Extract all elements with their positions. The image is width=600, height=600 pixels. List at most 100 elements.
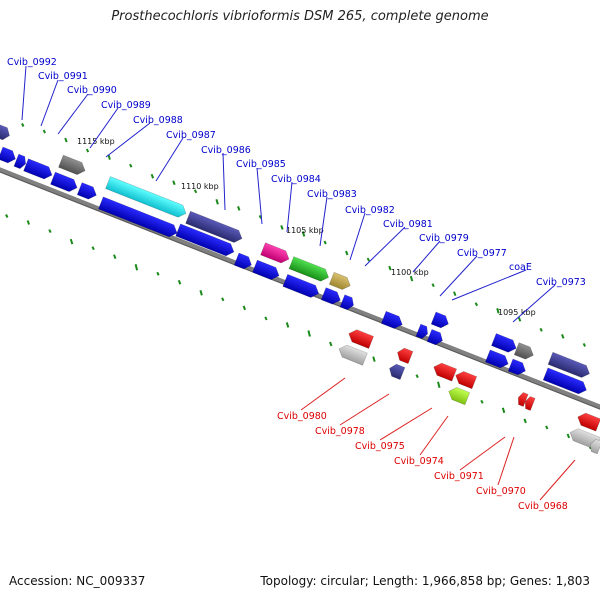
leader-line-top-1 bbox=[40, 79, 59, 127]
gene-lightgray-c bbox=[590, 439, 600, 455]
gene-blue-l bbox=[339, 294, 354, 311]
gene-label-cvib-0985: Cvib_0985 bbox=[236, 159, 286, 170]
gene-label-cvib-0987: Cvib_0987 bbox=[166, 130, 216, 141]
gene-blue-h bbox=[233, 252, 252, 270]
gene-khaki bbox=[328, 271, 351, 290]
gc-content-marks bbox=[5, 123, 592, 450]
gene-green bbox=[288, 256, 329, 282]
tick-label-3: 1100 kbp bbox=[391, 268, 429, 277]
gene-label-cvib-0988: Cvib_0988 bbox=[133, 115, 183, 126]
leader-line-top-9 bbox=[319, 196, 328, 247]
gene-label-cvib-0983: Cvib_0983 bbox=[307, 189, 357, 200]
leader-line-top-6 bbox=[222, 152, 226, 211]
tick-label-4: 1095 kbp bbox=[498, 308, 536, 317]
gc-mark-26 bbox=[566, 433, 571, 439]
gc-mark-7 bbox=[156, 271, 160, 276]
accession-text: Accession: NC_009337 bbox=[9, 574, 146, 588]
gene-red-g bbox=[577, 412, 600, 432]
leader-line-top-2 bbox=[57, 93, 89, 135]
gc-mark-30 bbox=[64, 137, 68, 143]
gene-blue-p bbox=[426, 328, 443, 346]
gc-mark-34 bbox=[150, 173, 155, 179]
gc-mark-38 bbox=[237, 206, 241, 211]
gc-mark-53 bbox=[561, 334, 565, 339]
gene-navy-a bbox=[185, 210, 243, 243]
gene-label-cvib-0975: Cvib_0975 bbox=[355, 441, 405, 452]
gene-blue-k bbox=[320, 287, 341, 305]
gene-blue-r bbox=[484, 349, 509, 369]
gc-mark-6 bbox=[134, 263, 139, 271]
gene-labels: Cvib_0992 Cvib_0991 Cvib_0990 Cvib_0989 Cvib… bbox=[7, 57, 586, 512]
gc-mark-36 bbox=[193, 189, 198, 194]
genome-stats-text: Topology: circular; Length: 1,966,858 bp… bbox=[260, 574, 590, 588]
position-ticks: 1115 kbp 1110 kbp 1105 kbp 1100 kbp 1095 kbp bbox=[77, 137, 536, 317]
gene-red-d bbox=[455, 371, 478, 390]
gene-cyan bbox=[105, 176, 187, 218]
gc-mark-49 bbox=[474, 302, 478, 307]
gene-blue-s bbox=[507, 358, 526, 376]
gene-label-cvib-0973: Cvib_0973 bbox=[536, 277, 586, 288]
leader-line-top-11 bbox=[364, 226, 406, 267]
gene-label-cvib-0980: Cvib_0980 bbox=[277, 411, 327, 422]
gene-lightgray-a bbox=[338, 344, 368, 366]
gene-navy-c bbox=[389, 363, 406, 381]
gene-label-cvib-0968: Cvib_0968 bbox=[518, 501, 568, 512]
gc-mark-10 bbox=[221, 297, 225, 302]
gene-blue-a bbox=[0, 146, 16, 164]
gc-mark-41 bbox=[301, 231, 306, 237]
gc-mark-54 bbox=[582, 342, 586, 347]
gene-gray-b bbox=[513, 342, 534, 360]
gc-mark-11 bbox=[242, 305, 247, 311]
gene-label-cvib-0991: Cvib_0991 bbox=[38, 71, 88, 82]
tick-label-1: 1110 kbp bbox=[181, 182, 219, 191]
gc-mark-15 bbox=[329, 341, 333, 347]
gc-mark-28 bbox=[21, 123, 25, 127]
gc-mark-1 bbox=[26, 220, 31, 225]
leader-line-top-0 bbox=[21, 65, 27, 121]
gc-mark-5 bbox=[113, 254, 117, 260]
gc-mark-40 bbox=[280, 225, 284, 230]
gc-mark-48 bbox=[453, 291, 457, 297]
leader-line-bottom-5 bbox=[497, 436, 515, 486]
gene-label-cvib-0986: Cvib_0986 bbox=[201, 145, 251, 156]
gc-mark-14 bbox=[307, 330, 311, 337]
gc-mark-31 bbox=[85, 148, 90, 153]
leader-line-top-14 bbox=[451, 269, 527, 301]
gene-label-cvib-0977: Cvib_0977 bbox=[457, 248, 507, 259]
leader-line-top-10 bbox=[349, 212, 366, 261]
gene-blue-m bbox=[380, 310, 403, 329]
gene-red-c bbox=[433, 362, 458, 382]
gc-mark-2 bbox=[48, 229, 52, 234]
gene-blue-t bbox=[542, 367, 587, 395]
gene-blue-q bbox=[491, 333, 517, 353]
gene-label-cvib-0989: Cvib_0989 bbox=[101, 100, 151, 111]
gc-mark-51 bbox=[517, 316, 522, 322]
gc-mark-52 bbox=[539, 327, 543, 332]
gene-navy-edge bbox=[0, 123, 10, 141]
gene-label-coae: coaE bbox=[509, 262, 532, 273]
gene-red-b bbox=[397, 347, 414, 365]
gene-label-cvib-0970: Cvib_0970 bbox=[476, 486, 526, 497]
leader-line-top-5 bbox=[155, 137, 184, 182]
gc-mark-29 bbox=[42, 129, 46, 134]
gc-mark-35 bbox=[172, 180, 176, 186]
leader-line-bottom-6 bbox=[539, 459, 576, 501]
leader-line-top-4 bbox=[105, 122, 151, 158]
tick-label-2: 1105 kbp bbox=[286, 226, 324, 235]
gene-navy-b bbox=[547, 351, 590, 378]
gene-blue-i bbox=[252, 259, 280, 280]
gene-label-cvib-0982: Cvib_0982 bbox=[345, 205, 395, 216]
leader-line-bottom-1 bbox=[339, 393, 390, 426]
gene-label-cvib-0978: Cvib_0978 bbox=[315, 426, 365, 437]
gene-gray-a bbox=[58, 154, 86, 175]
gc-mark-39 bbox=[258, 214, 262, 219]
leader-line-top-15 bbox=[512, 284, 556, 323]
gc-mark-46 bbox=[409, 275, 414, 282]
tick-label-0: 1115 kbp bbox=[77, 137, 115, 146]
gene-blue-c bbox=[23, 158, 53, 180]
gc-mark-47 bbox=[431, 283, 435, 288]
gene-label-cvib-0990: Cvib_0990 bbox=[67, 85, 117, 96]
leader-line-bottom-3 bbox=[419, 415, 449, 456]
gc-mark-24 bbox=[523, 418, 527, 424]
